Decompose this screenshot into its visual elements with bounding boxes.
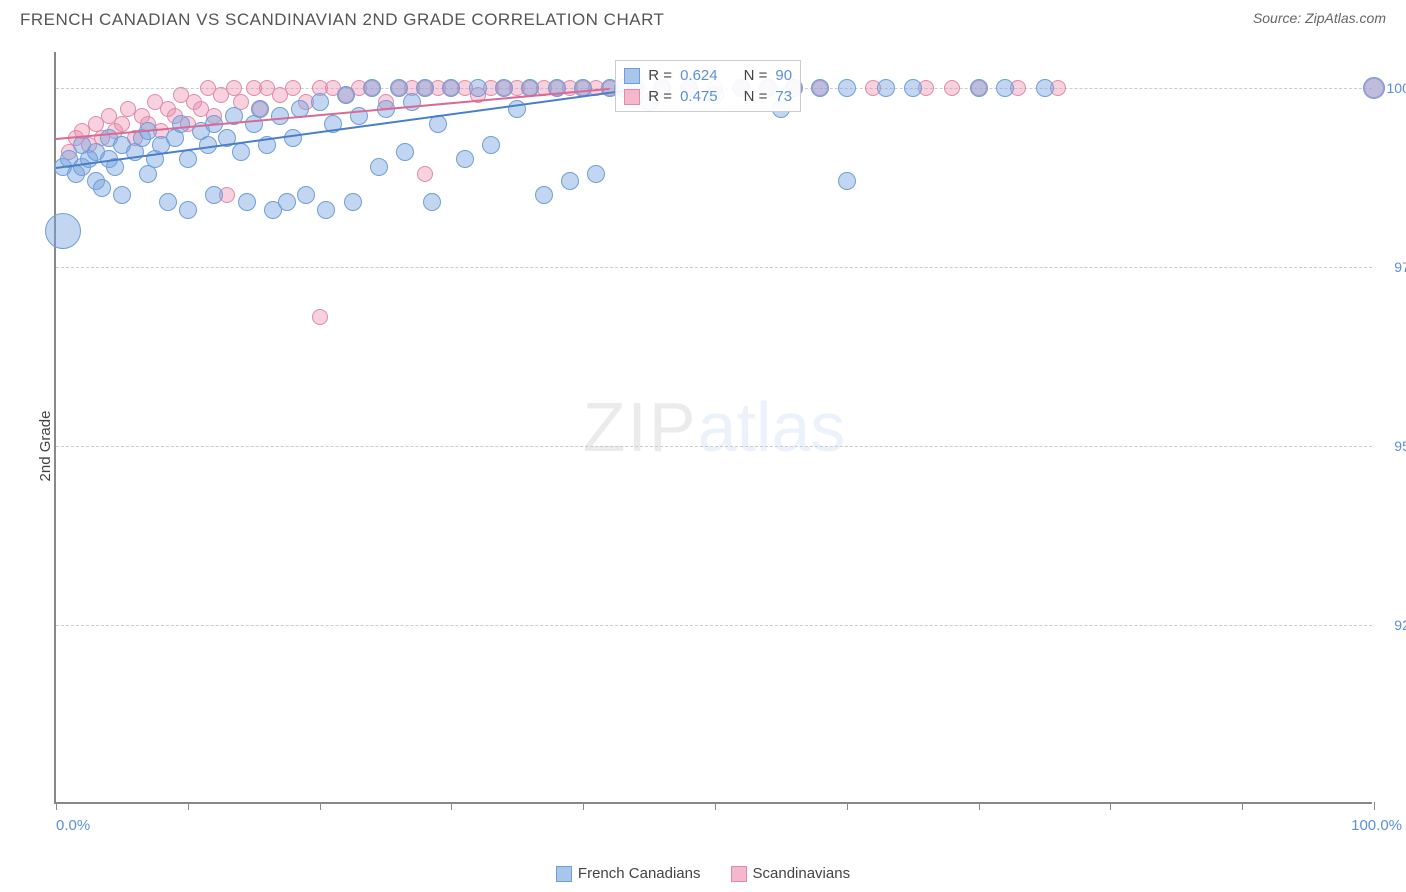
scatter-point: [469, 79, 487, 97]
scatter-point: [561, 172, 579, 190]
legend-swatch: [556, 866, 572, 882]
stats-n-label: N =: [744, 88, 768, 105]
x-tick: [320, 802, 321, 810]
scatter-point: [1363, 77, 1385, 99]
x-tick: [188, 802, 189, 810]
stats-n-label: N =: [744, 67, 768, 84]
scatter-point: [396, 143, 414, 161]
scatter-point: [363, 79, 381, 97]
x-tick: [451, 802, 452, 810]
scatter-point: [877, 79, 895, 97]
x-tick: [583, 802, 584, 810]
stats-r-label: R =: [648, 67, 672, 84]
scatter-point: [284, 129, 302, 147]
y-axis-label: 2nd Grade: [37, 411, 54, 482]
scatter-point: [456, 150, 474, 168]
series-swatch: [624, 89, 640, 105]
scatter-point: [996, 79, 1014, 97]
scatter-point: [442, 79, 460, 97]
x-tick: [1110, 802, 1111, 810]
scatter-point: [179, 150, 197, 168]
y-tick-label: 97.5%: [1379, 259, 1406, 275]
scatter-point: [232, 143, 250, 161]
scatter-point: [403, 93, 421, 111]
scatter-point: [312, 309, 328, 325]
plot-area: ZIPatlas 92.5%95.0%97.5%100.0%0.0%100.0%…: [54, 52, 1372, 804]
scatter-point: [172, 115, 190, 133]
scatter-point: [838, 172, 856, 190]
scatter-point: [278, 193, 296, 211]
stats-row: R = 0.624 N = 90: [624, 65, 792, 86]
scatter-point: [495, 79, 513, 97]
stats-r-value: 0.475: [680, 88, 718, 105]
stats-r-label: R =: [648, 88, 672, 105]
scatter-point: [45, 213, 81, 249]
scatter-point: [113, 186, 131, 204]
scatter-point: [416, 79, 434, 97]
scatter-point: [811, 79, 829, 97]
scatter-point: [159, 193, 177, 211]
legend-swatch: [731, 866, 747, 882]
x-tick: [979, 802, 980, 810]
scatter-point: [285, 80, 301, 96]
stats-box: R = 0.624 N = 90 R = 0.475 N = 73: [615, 60, 801, 112]
scatter-point: [317, 201, 335, 219]
watermark-atlas: atlas: [698, 388, 846, 466]
watermark: ZIPatlas: [583, 387, 846, 467]
scatter-point: [482, 136, 500, 154]
scatter-point: [370, 158, 388, 176]
scatter-point: [297, 186, 315, 204]
y-tick-label: 95.0%: [1379, 438, 1406, 454]
x-tick: [1374, 802, 1375, 810]
chart-header: FRENCH CANADIAN VS SCANDINAVIAN 2ND GRAD…: [0, 0, 1406, 48]
scatter-point: [390, 79, 408, 97]
series-swatch: [624, 68, 640, 84]
y-tick-label: 92.5%: [1379, 617, 1406, 633]
chart-title: FRENCH CANADIAN VS SCANDINAVIAN 2ND GRAD…: [20, 10, 664, 30]
scatter-point: [93, 179, 111, 197]
scatter-point: [1036, 79, 1054, 97]
gridline: [56, 267, 1372, 268]
scatter-point: [587, 165, 605, 183]
scatter-point: [423, 193, 441, 211]
x-tick: [56, 802, 57, 810]
gridline: [56, 625, 1372, 626]
legend-item: Scandinavians: [731, 865, 851, 882]
scatter-point: [337, 86, 355, 104]
x-axis-right-label: 100.0%: [1351, 817, 1402, 834]
legend-label: French Canadians: [578, 865, 701, 882]
x-axis-left-label: 0.0%: [56, 817, 90, 834]
scatter-point: [838, 79, 856, 97]
scatter-point: [179, 201, 197, 219]
scatter-point: [944, 80, 960, 96]
scatter-point: [535, 186, 553, 204]
legend-item: French Canadians: [556, 865, 701, 882]
scatter-point: [344, 193, 362, 211]
stats-r-value: 0.624: [680, 67, 718, 84]
scatter-point: [205, 186, 223, 204]
scatter-point: [238, 193, 256, 211]
scatter-point: [970, 79, 988, 97]
legend: French Canadians Scandinavians: [0, 865, 1406, 882]
scatter-point: [417, 166, 433, 182]
stats-row: R = 0.475 N = 73: [624, 86, 792, 107]
scatter-point: [904, 79, 922, 97]
scatter-point: [114, 116, 130, 132]
watermark-zip: ZIP: [583, 388, 698, 466]
x-tick: [1242, 802, 1243, 810]
gridline: [56, 446, 1372, 447]
scatter-point: [251, 100, 269, 118]
chart-source: Source: ZipAtlas.com: [1253, 10, 1386, 26]
scatter-point: [311, 93, 329, 111]
x-tick: [715, 802, 716, 810]
legend-label: Scandinavians: [753, 865, 851, 882]
stats-n-value: 90: [775, 67, 792, 84]
x-tick: [847, 802, 848, 810]
stats-n-value: 73: [775, 88, 792, 105]
